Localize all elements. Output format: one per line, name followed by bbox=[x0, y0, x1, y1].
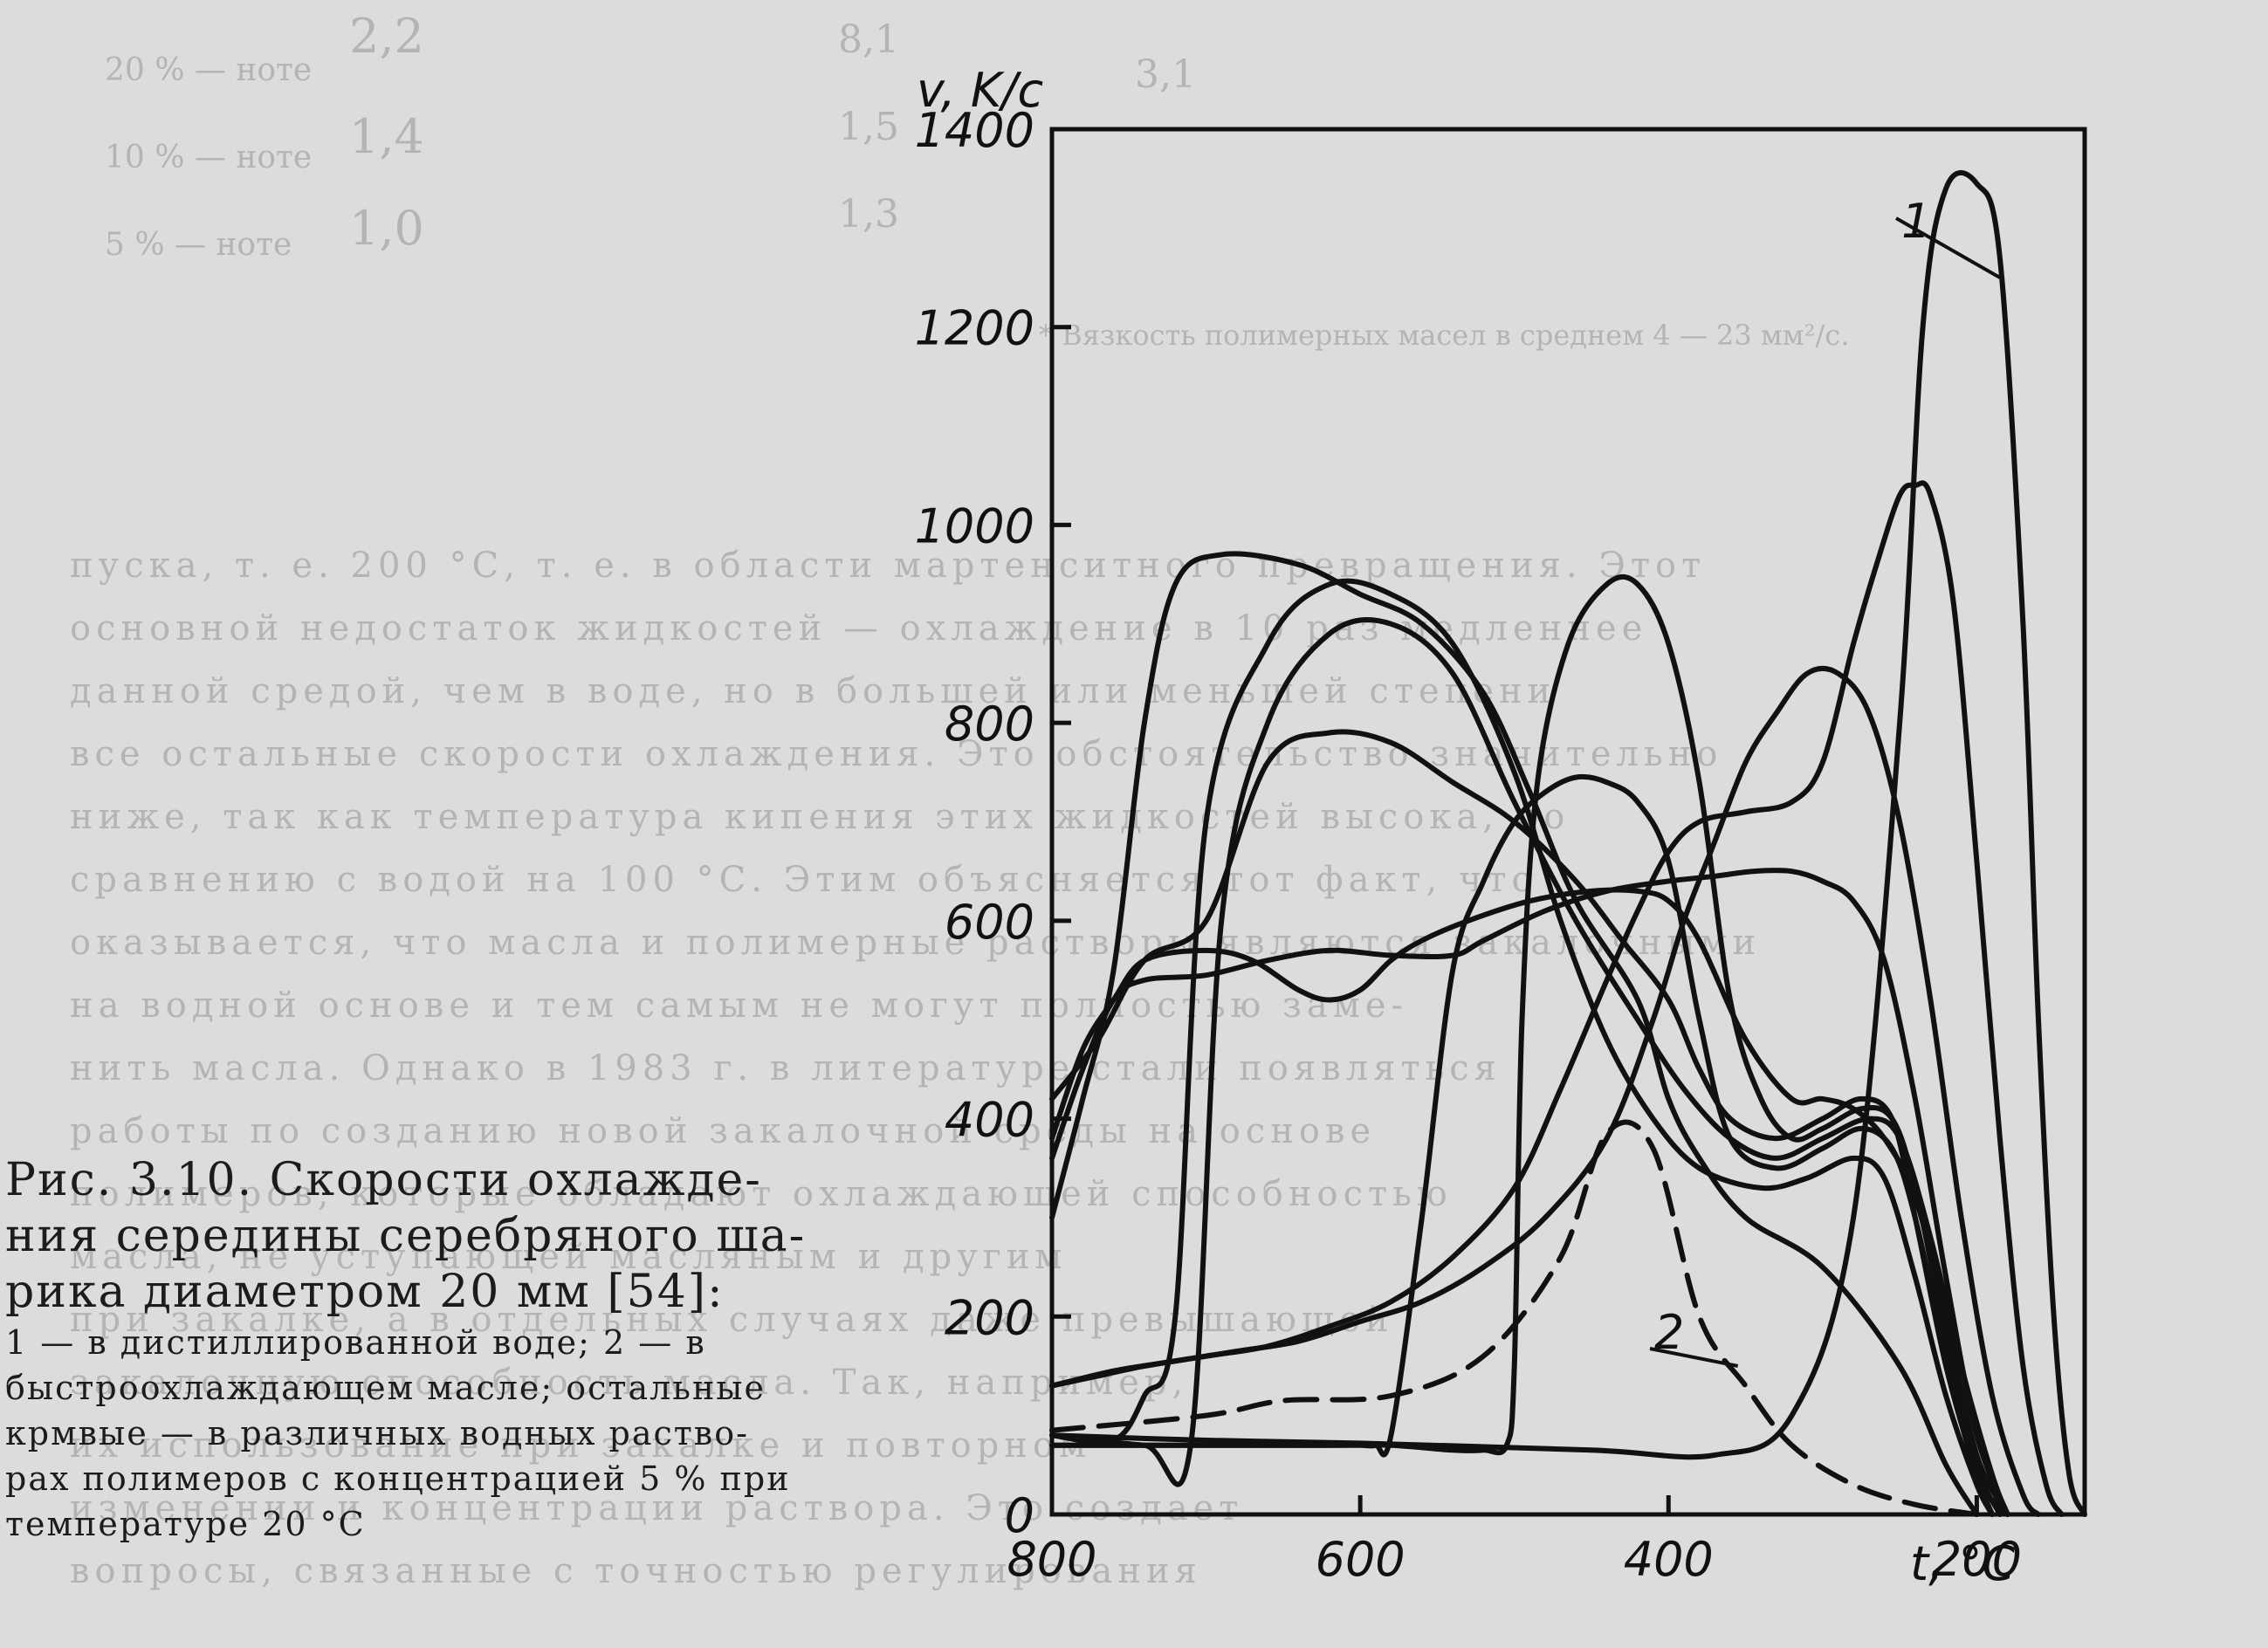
annotation-leader bbox=[1895, 216, 2001, 279]
series-line-3 bbox=[1049, 551, 1980, 1517]
plot-frame-border bbox=[1049, 127, 2087, 1517]
bg-table-label: 5 % — ноте bbox=[105, 227, 292, 263]
bg-table-label: 10 % — ноте bbox=[105, 140, 313, 175]
y-tick-label: 600 bbox=[945, 895, 1034, 950]
x-tick-label: 600 bbox=[1316, 1532, 1405, 1587]
bg-paragraph-line: работы по созданию новой закалочной сред… bbox=[70, 1111, 1377, 1151]
x-axis-label: t, °C bbox=[1910, 1536, 2016, 1591]
bg-paragraph-line: на водной основе и тем самым не могут по… bbox=[70, 985, 1409, 1026]
bg-table-value: 3,1 bbox=[1135, 52, 1196, 97]
series-line-4 bbox=[1049, 578, 1996, 1517]
x-tick-label: 800 bbox=[1007, 1532, 1096, 1587]
caption-title: Рис. 3.10. Скорости охлажде- ния середин… bbox=[5, 1154, 807, 1318]
bg-paragraph-line: ниже, так как температура кипения этих ж… bbox=[70, 797, 1570, 837]
figure-caption: Рис. 3.10. Скорости охлажде- ния середин… bbox=[5, 1152, 878, 1547]
series-line-9 bbox=[1049, 868, 2010, 1517]
plot-frame bbox=[1049, 127, 2087, 1517]
series-line-10 bbox=[1049, 887, 2010, 1517]
bg-footnote: * Вязкость полимерных масел в среднем 4 … bbox=[1039, 319, 1850, 352]
axis-ticks: 0 200 400 600 800 1000 1200 1400 800 600 400 200 bbox=[915, 103, 2022, 1587]
series-line-12 bbox=[1049, 480, 2065, 1517]
bg-table-value: 8,1 bbox=[838, 17, 899, 62]
series-line-1 bbox=[1049, 169, 2087, 1517]
bg-paragraph-line: сравнению с водой на 100 °С. Этим объясн… bbox=[70, 860, 1538, 900]
bg-paragraph-line: закалочную способность масла. Так, напри… bbox=[70, 1363, 1189, 1403]
series-lines bbox=[1049, 169, 2087, 1517]
caption-body: 1 — в дистиллированной воде; 2 — в быстр… bbox=[5, 1323, 791, 1543]
y-tick-label: 1000 bbox=[915, 498, 1034, 553]
y-tick-label: 1400 bbox=[915, 103, 1034, 158]
bg-table-label: 20 % — ноте bbox=[105, 52, 313, 88]
curve-annotation-label: 2 bbox=[1654, 1305, 1684, 1360]
bg-table-value: 1,3 bbox=[838, 192, 899, 237]
bg-paragraph-line: основной недостаток жидкостей — охлажден… bbox=[70, 608, 1648, 649]
bg-paragraph-line: вопросы, связанные с точностью регулиров… bbox=[70, 1551, 1202, 1591]
x-tick-label: 400 bbox=[1624, 1532, 1714, 1587]
y-tick-label: 800 bbox=[945, 697, 1034, 752]
bg-paragraph-line: при закалке, а в отдельных случаях даже … bbox=[70, 1300, 1394, 1340]
x-tick-label: 200 bbox=[1932, 1532, 2022, 1587]
bg-paragraph-line: пуска, т. е. 200 °С, т. е. в области мар… bbox=[70, 546, 1707, 586]
series-line-11 bbox=[1049, 665, 2041, 1517]
bg-paragraph-line: масла, не уступающей масляным и другим bbox=[70, 1237, 1068, 1277]
axis-labels: v, K/c t, °C bbox=[917, 63, 2016, 1591]
curve-annotations: 12 bbox=[1649, 194, 2001, 1368]
y-tick-label: 1200 bbox=[915, 301, 1034, 356]
bg-table-value: 1,4 bbox=[349, 109, 424, 164]
series-line-8 bbox=[1049, 573, 2003, 1517]
bg-paragraph-line: все остальные скорости охлаждения. Это о… bbox=[70, 734, 1723, 774]
bg-paragraph-line: нить масла. Однако в 1983 г. в литератур… bbox=[70, 1048, 1502, 1088]
y-tick-label: 400 bbox=[945, 1093, 1034, 1148]
y-axis-label: v, K/c bbox=[917, 63, 1043, 118]
bg-paragraph-line: изменении и концентрации раствора. Это с… bbox=[70, 1488, 1244, 1528]
annotation-leader bbox=[1649, 1347, 1739, 1368]
bg-paragraph-line: данной средой, чем в воде, но в большей … bbox=[70, 671, 1557, 711]
bg-paragraph-line: их использование при закалке и повторном bbox=[70, 1425, 1092, 1466]
y-tick-label: 0 bbox=[1005, 1488, 1034, 1543]
series-line-2 bbox=[1049, 1119, 1980, 1517]
bg-table-value: 1,0 bbox=[349, 201, 424, 256]
curve-annotation-label: 1 bbox=[1901, 194, 1931, 249]
bg-table-value: 2,2 bbox=[349, 9, 424, 64]
bg-paragraph-line: полимеров, которые обладают охлаждающей … bbox=[70, 1174, 1453, 1214]
y-tick-label: 200 bbox=[945, 1290, 1034, 1345]
bg-table-value: 1,5 bbox=[838, 105, 899, 149]
series-line-5 bbox=[1049, 617, 2010, 1517]
